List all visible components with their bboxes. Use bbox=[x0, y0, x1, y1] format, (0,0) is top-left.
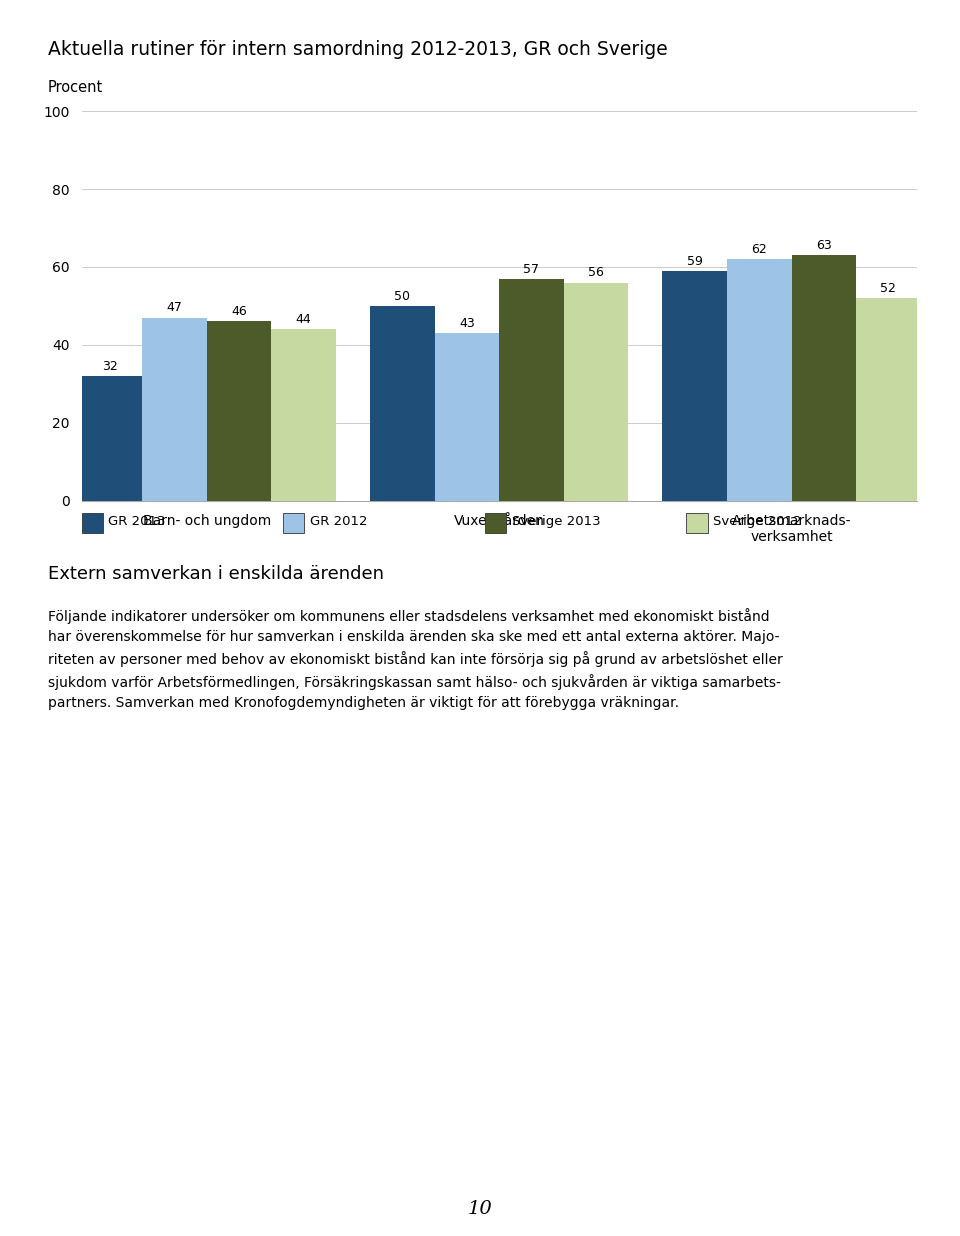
Bar bbox=[142, 318, 207, 501]
Text: 57: 57 bbox=[523, 262, 540, 276]
Text: 62: 62 bbox=[752, 243, 767, 256]
Text: Aktuella rutiner för intern samordning 2012-2013, GR och Sverige: Aktuella rutiner för intern samordning 2… bbox=[48, 40, 668, 58]
Bar bbox=[564, 283, 628, 501]
Bar bbox=[792, 256, 856, 501]
Text: 44: 44 bbox=[296, 313, 312, 326]
Text: 56: 56 bbox=[588, 267, 604, 279]
Bar bbox=[856, 298, 921, 501]
Bar bbox=[727, 260, 791, 501]
Text: 59: 59 bbox=[686, 255, 703, 268]
Bar bbox=[499, 278, 564, 501]
Bar bbox=[662, 271, 727, 501]
Text: Extern samverkan i enskilda ärenden: Extern samverkan i enskilda ärenden bbox=[48, 565, 384, 583]
Text: 10: 10 bbox=[468, 1200, 492, 1217]
Bar bbox=[272, 329, 336, 501]
Bar bbox=[435, 334, 499, 501]
Bar bbox=[371, 307, 435, 501]
Text: 47: 47 bbox=[167, 302, 182, 314]
Text: Sverige 2013: Sverige 2013 bbox=[512, 515, 600, 528]
Text: 50: 50 bbox=[395, 289, 410, 303]
Text: Sverige 2012: Sverige 2012 bbox=[713, 515, 802, 528]
Text: 32: 32 bbox=[102, 360, 118, 373]
Text: GR 2012: GR 2012 bbox=[310, 515, 368, 528]
Text: Följande indikatorer undersöker om kommunens eller stadsdelens verksamhet med ek: Följande indikatorer undersöker om kommu… bbox=[48, 608, 782, 711]
Bar bbox=[207, 321, 272, 501]
Bar bbox=[78, 376, 142, 501]
Text: 63: 63 bbox=[816, 240, 831, 252]
Text: GR 2013: GR 2013 bbox=[108, 515, 166, 528]
Text: 46: 46 bbox=[231, 305, 247, 319]
Text: 52: 52 bbox=[880, 282, 897, 295]
Text: 43: 43 bbox=[459, 318, 475, 330]
Text: Procent: Procent bbox=[48, 80, 104, 95]
